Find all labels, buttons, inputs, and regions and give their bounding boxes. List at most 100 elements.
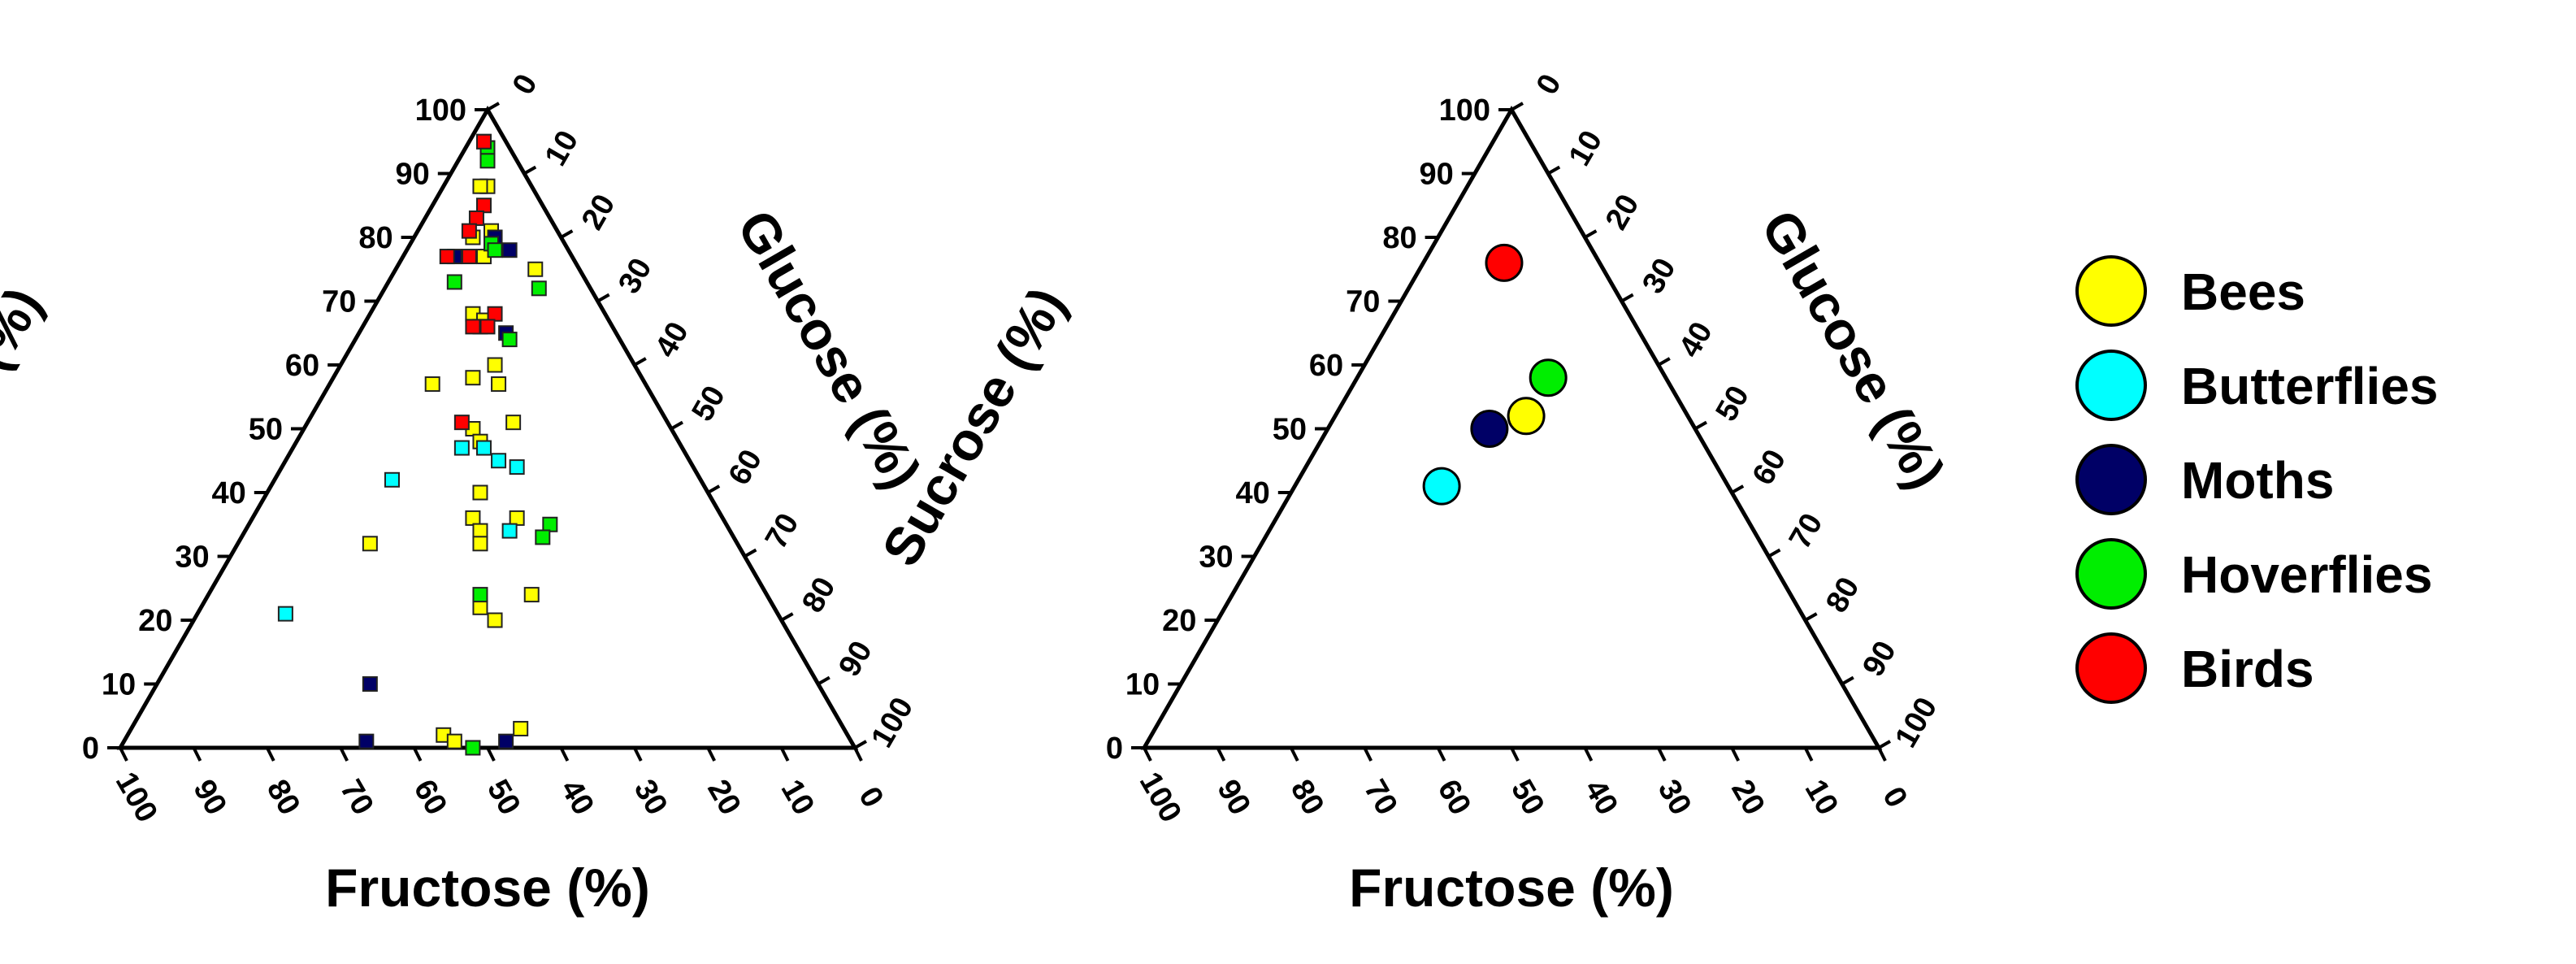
glucose-tick-label: 60 bbox=[722, 444, 770, 491]
sucrose-tick-label: 90 bbox=[396, 158, 430, 192]
sucrose-tick-label: 0 bbox=[82, 732, 99, 766]
fructose-tick-mark bbox=[1216, 747, 1226, 762]
data-point-moths bbox=[498, 733, 514, 749]
data-point-bees bbox=[487, 612, 503, 628]
series-bees bbox=[1507, 397, 1546, 436]
glucose-tick-label: 10 bbox=[1563, 125, 1610, 172]
glucose-tick-mark bbox=[854, 740, 867, 749]
data-point-bees bbox=[472, 484, 488, 501]
data-point-birds bbox=[487, 306, 503, 322]
sucrose-tick-label: 60 bbox=[285, 349, 319, 383]
glucose-tick-mark bbox=[1804, 612, 1818, 622]
fructose-tick-mark bbox=[339, 747, 349, 762]
legend-label-birds: Birds bbox=[2181, 640, 2314, 698]
glucose-tick-label: 60 bbox=[1746, 444, 1793, 491]
fructose-tick-mark bbox=[1363, 747, 1373, 762]
glucose-tick-label: 0 bbox=[506, 68, 544, 100]
ternary-plot-means: 0102030405060708090100010203040506070809… bbox=[870, 68, 1957, 918]
glucose-tick-label: 90 bbox=[832, 636, 879, 683]
mean-point-hoverflies bbox=[1529, 358, 1568, 397]
data-point-bees bbox=[465, 510, 481, 526]
fructose-tick-mark bbox=[559, 747, 570, 762]
legend-label-hoverflies: Hoverflies bbox=[2181, 545, 2432, 604]
glucose-tick-mark bbox=[1657, 357, 1671, 367]
fructose-axis-title: Fructose (%) bbox=[325, 858, 650, 918]
glucose-tick-mark bbox=[523, 165, 537, 176]
glucose-tick-mark bbox=[1841, 675, 1854, 686]
data-point-bees bbox=[523, 587, 540, 603]
series-hoverflies bbox=[1529, 358, 1568, 397]
fructose-tick-mark bbox=[633, 747, 643, 762]
mean-point-bees bbox=[1507, 397, 1546, 436]
glucose-tick-mark bbox=[560, 229, 574, 239]
fructose-tick-label: 60 bbox=[407, 774, 454, 821]
data-point-bees bbox=[505, 415, 522, 431]
glucose-tick-label: 50 bbox=[1710, 380, 1757, 428]
sucrose-tick-label: 30 bbox=[175, 541, 209, 575]
fructose-tick-label: 80 bbox=[260, 774, 307, 821]
fructose-tick-label: 80 bbox=[1284, 774, 1331, 821]
mean-point-birds bbox=[1485, 243, 1524, 282]
data-point-bees bbox=[487, 357, 503, 373]
fructose-tick-mark bbox=[1730, 747, 1740, 762]
glucose-tick-mark bbox=[817, 675, 830, 686]
glucose-tick-mark bbox=[1511, 102, 1524, 111]
glucose-tick-label: 40 bbox=[648, 316, 696, 363]
fructose-tick-label: 90 bbox=[1210, 774, 1257, 821]
data-point-hoverflies bbox=[542, 516, 558, 532]
data-point-bees bbox=[424, 376, 440, 393]
series-hoverflies bbox=[446, 140, 558, 756]
data-point-birds bbox=[475, 198, 492, 214]
glucose-axis-title: Glucose (%) bbox=[726, 200, 933, 498]
fructose-tick-label: 50 bbox=[1504, 774, 1551, 821]
data-point-birds bbox=[461, 223, 477, 239]
sucrose-tick-label: 10 bbox=[1125, 668, 1160, 702]
glucose-tick-mark bbox=[744, 548, 757, 558]
glucose-tick-label: 80 bbox=[1819, 571, 1867, 619]
data-point-birds bbox=[475, 133, 492, 150]
data-point-birds bbox=[465, 319, 481, 335]
glucose-tick-label: 100 bbox=[1889, 692, 1944, 753]
fructose-tick-mark bbox=[1803, 747, 1814, 762]
data-point-bees bbox=[362, 536, 378, 552]
fructose-tick-label: 50 bbox=[480, 774, 527, 821]
data-point-birds bbox=[479, 319, 496, 335]
series-moths bbox=[1470, 410, 1509, 448]
glucose-tick-label: 70 bbox=[759, 508, 806, 555]
series-butterflies bbox=[1422, 467, 1461, 506]
sucrose-tick-label: 10 bbox=[102, 668, 136, 702]
fructose-tick-mark bbox=[1436, 747, 1446, 762]
mean-point-moths bbox=[1470, 410, 1509, 448]
sucrose-tick-label: 80 bbox=[358, 221, 392, 255]
fructose-tick-mark bbox=[486, 747, 496, 762]
glucose-tick-label: 30 bbox=[612, 253, 659, 300]
data-point-butterflies bbox=[277, 606, 293, 622]
fructose-tick-label: 0 bbox=[1876, 781, 1914, 813]
glucose-tick-mark bbox=[670, 420, 683, 431]
fructose-tick-label: 90 bbox=[186, 774, 233, 821]
data-point-hoverflies bbox=[472, 587, 488, 603]
sucrose-tick-label: 80 bbox=[1382, 221, 1416, 255]
data-point-birds bbox=[461, 249, 477, 265]
legend-marker-butterflies bbox=[2075, 350, 2147, 421]
data-point-hoverflies bbox=[501, 332, 518, 348]
glucose-tick-mark bbox=[1878, 740, 1891, 749]
data-point-moths bbox=[358, 733, 375, 749]
legend-marker-bees bbox=[2075, 255, 2147, 327]
glucose-tick-label: 0 bbox=[1530, 68, 1568, 100]
data-point-butterflies bbox=[475, 440, 492, 456]
data-point-moths bbox=[501, 242, 518, 258]
data-point-moths bbox=[362, 676, 378, 692]
glucose-tick-mark bbox=[780, 612, 794, 622]
fructose-tick-mark bbox=[1657, 747, 1667, 762]
legend-label-moths: Moths bbox=[2181, 451, 2334, 510]
data-point-butterflies bbox=[384, 471, 400, 488]
glucose-tick-mark bbox=[1620, 293, 1634, 303]
glucose-tick-mark bbox=[707, 484, 721, 494]
fructose-tick-label: 10 bbox=[1798, 774, 1845, 821]
glucose-tick-label: 100 bbox=[865, 692, 920, 753]
data-point-bees bbox=[472, 599, 488, 615]
legend: Bees Butterflies Moths Hoverflies Birds bbox=[2075, 255, 2439, 704]
